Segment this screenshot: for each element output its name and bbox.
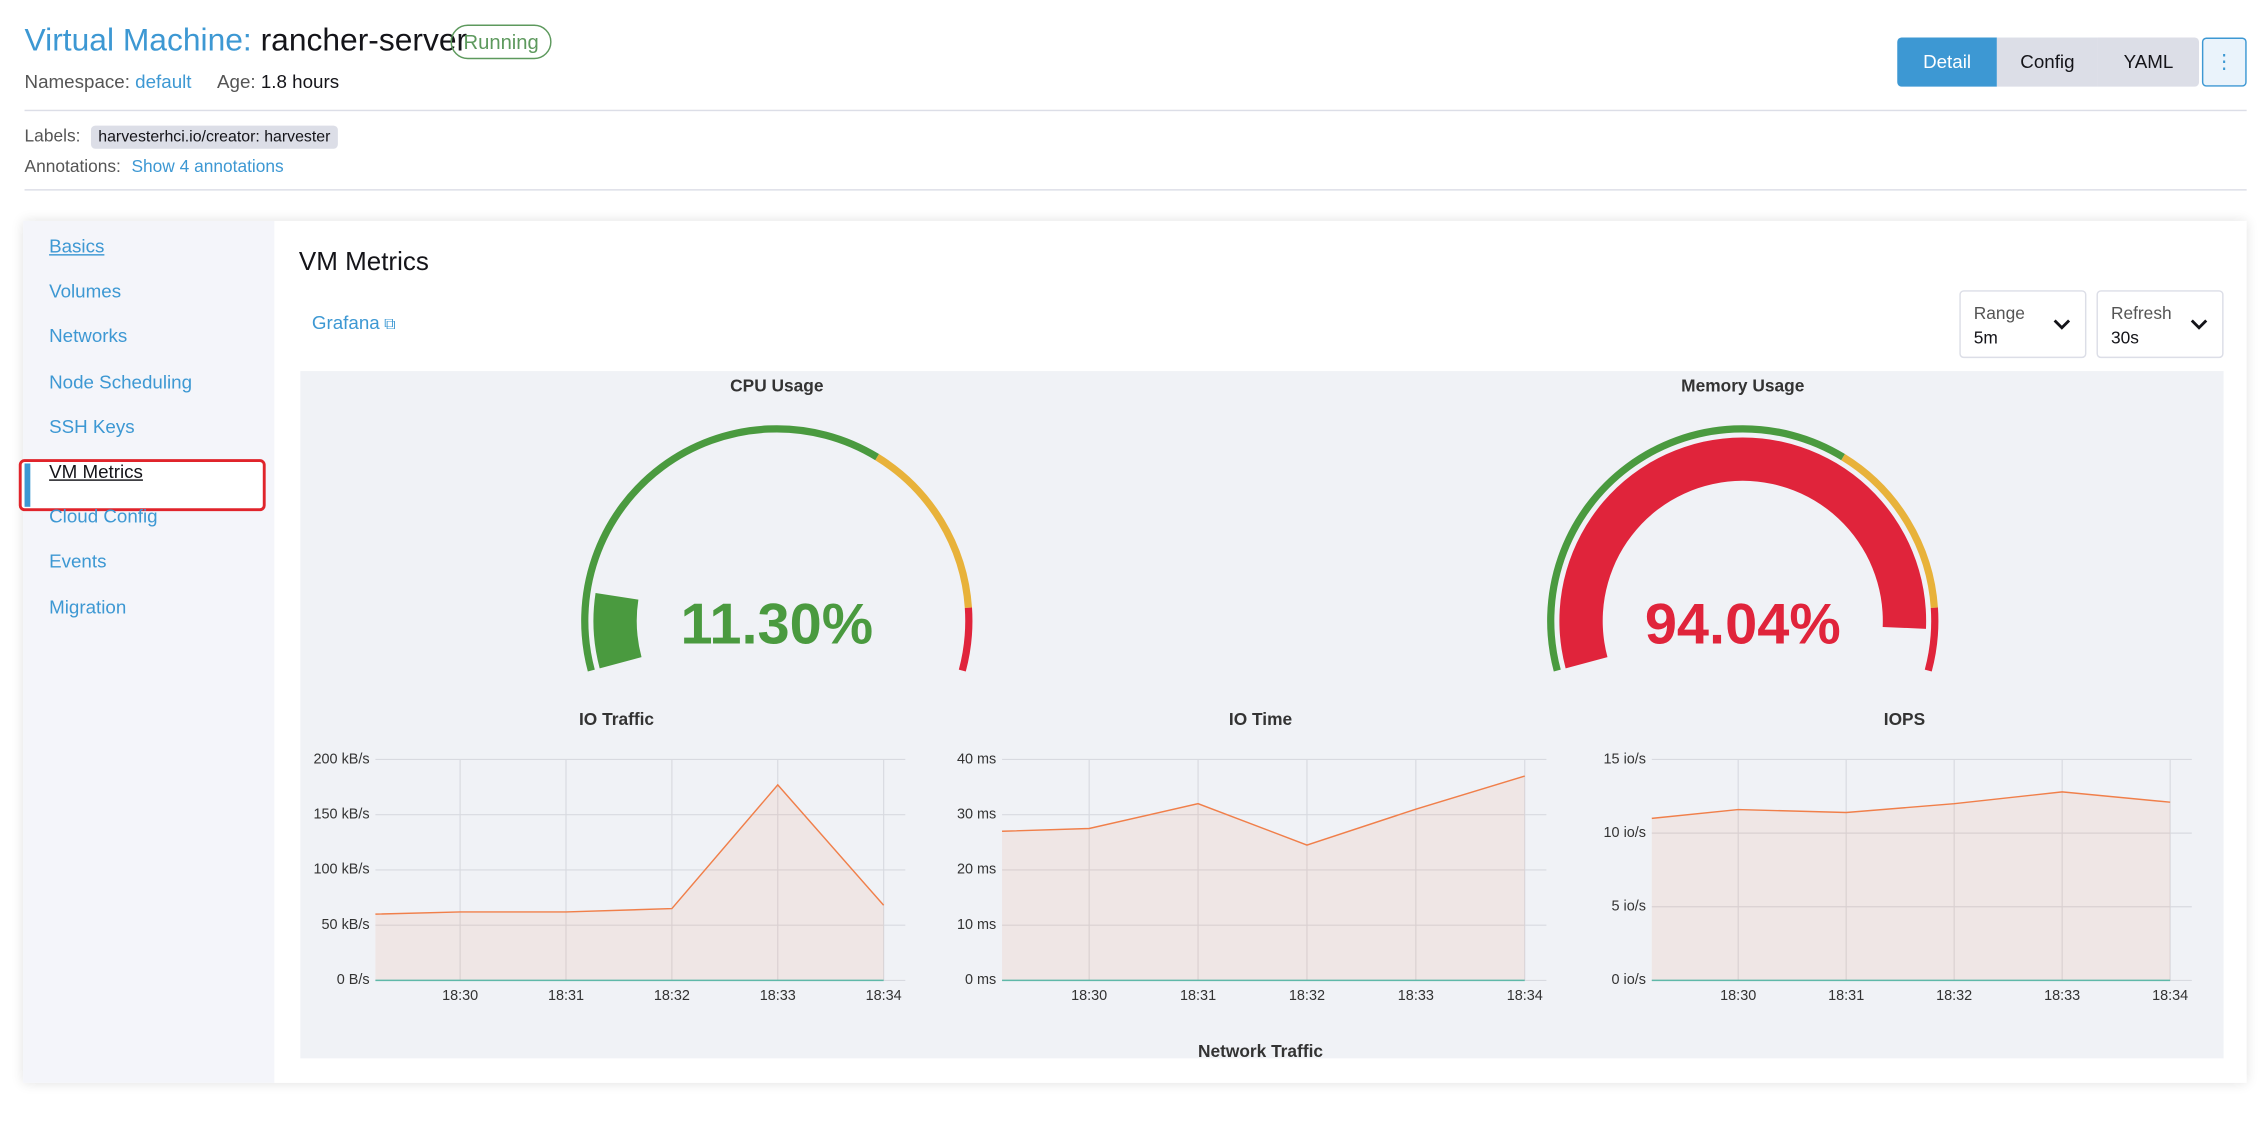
y-tick-label: 10 io/s bbox=[1604, 825, 1647, 841]
refresh-select[interactable]: Refresh 30s bbox=[2096, 290, 2224, 359]
y-tick-label: 50 kB/s bbox=[322, 917, 370, 933]
chart-title: IO Traffic bbox=[579, 709, 654, 729]
vm-name: rancher-server bbox=[260, 21, 468, 58]
tab[interactable]: Detail bbox=[1897, 37, 1997, 87]
tab[interactable]: Config bbox=[1996, 37, 2098, 87]
threshold-band bbox=[1924, 607, 1939, 672]
x-tick-label: 18:34 bbox=[2152, 988, 2188, 1004]
annotations-label: Annotations: bbox=[24, 155, 121, 177]
sidebar-item[interactable]: Migration bbox=[49, 595, 127, 618]
x-tick-label: 18:32 bbox=[1289, 988, 1325, 1004]
x-tick-label: 18:31 bbox=[548, 988, 584, 1004]
age: 1.8 hours bbox=[260, 70, 340, 93]
chart-title: IO Time bbox=[1229, 709, 1293, 729]
y-tick-label: 40 ms bbox=[957, 751, 996, 767]
y-tick-label: 0 B/s bbox=[337, 972, 370, 988]
sidebar bbox=[23, 220, 275, 1083]
range-select[interactable]: Range 5m bbox=[1959, 290, 2087, 359]
selected-outline bbox=[18, 459, 266, 512]
threshold-band bbox=[581, 425, 880, 672]
page-title: Virtual Machine: rancher-server bbox=[25, 22, 468, 60]
divider bbox=[24, 109, 2247, 112]
annotations-link[interactable]: Show 4 annotations bbox=[131, 155, 284, 177]
sidebar-item[interactable]: Cloud Config bbox=[49, 505, 158, 528]
labels-label: Labels: bbox=[24, 125, 81, 146]
selected-bar bbox=[24, 463, 31, 507]
metrics-title: VM Metrics bbox=[298, 246, 429, 276]
x-tick-label: 18:33 bbox=[1398, 988, 1434, 1004]
threshold-band bbox=[1841, 454, 1938, 609]
sidebar-item[interactable]: SSH Keys bbox=[49, 415, 135, 438]
divider bbox=[24, 189, 2247, 191]
x-tick-label: 18:33 bbox=[2044, 988, 2080, 1004]
x-tick-label: 18:30 bbox=[442, 988, 478, 1004]
y-tick-label: 0 ms bbox=[965, 972, 996, 988]
grafana-text[interactable]: Grafana bbox=[311, 311, 380, 334]
y-tick-label: 200 kB/s bbox=[314, 751, 370, 767]
line bbox=[375, 783, 885, 915]
range-label: Range bbox=[1973, 303, 2025, 324]
sidebar-item[interactable]: Volumes bbox=[49, 280, 122, 303]
sidebar-item[interactable]: Events bbox=[49, 550, 107, 573]
sidebar-item[interactable]: Basics bbox=[49, 235, 105, 258]
y-tick-label: 150 kB/s bbox=[314, 807, 370, 823]
chevron bbox=[2053, 319, 2071, 330]
status-badge: Running bbox=[450, 24, 552, 60]
gauge-value-label: 11.30% bbox=[680, 592, 873, 656]
panel-title: Network Traffic bbox=[1198, 1041, 1323, 1061]
namespace-link[interactable]: default bbox=[135, 70, 192, 93]
namespace-label: Namespace: bbox=[24, 70, 130, 93]
tab[interactable]: YAML bbox=[2097, 37, 2200, 87]
x-tick-label: 18:34 bbox=[866, 988, 902, 1004]
gauge-value bbox=[1559, 437, 1927, 669]
x-tick-label: 18:31 bbox=[1828, 988, 1864, 1004]
sidebar-item[interactable]: Networks bbox=[49, 325, 128, 348]
line bbox=[1651, 791, 2171, 820]
y-tick-label: 100 kB/s bbox=[314, 862, 370, 878]
dashboard-bg bbox=[300, 371, 2224, 1059]
refresh-label: Refresh bbox=[2110, 303, 2172, 324]
y-tick-label: 15 io/s bbox=[1604, 751, 1647, 767]
area bbox=[375, 784, 884, 981]
sidebar-item[interactable]: Node Scheduling bbox=[49, 370, 193, 393]
x-tick-label: 18:31 bbox=[1180, 988, 1216, 1004]
meta: Namespace: default Age: 1.8 hours bbox=[25, 71, 340, 93]
threshold-band bbox=[958, 607, 973, 672]
refresh-value: 30s bbox=[2110, 327, 2139, 348]
x-tick-label: 18:33 bbox=[760, 988, 796, 1004]
x-tick-label: 18:32 bbox=[1936, 988, 1972, 1004]
y-tick-label: 5 io/s bbox=[1612, 899, 1646, 915]
threshold-band bbox=[875, 454, 972, 609]
age-label: Age: bbox=[216, 70, 256, 93]
area bbox=[1651, 791, 2171, 981]
y-tick-label: 0 io/s bbox=[1612, 972, 1646, 988]
y-tick-label: 30 ms bbox=[957, 807, 996, 823]
more-button[interactable]: ⋮ bbox=[2201, 37, 2247, 87]
labels-row: Labels: harvesterhci.io/creator: harvest… bbox=[24, 125, 338, 149]
gauge-value bbox=[593, 593, 642, 669]
range-value: 5m bbox=[1973, 327, 1998, 348]
line bbox=[1002, 775, 1525, 846]
x-tick-label: 18:30 bbox=[1071, 988, 1107, 1004]
area bbox=[1002, 776, 1525, 981]
annotations-row: Annotations: Show 4 annotations bbox=[25, 156, 284, 176]
y-tick-label: 10 ms bbox=[957, 917, 996, 933]
sidebar-item[interactable]: VM Metrics bbox=[49, 460, 143, 483]
chevron bbox=[2190, 319, 2208, 330]
view-tabs: Detail Config YAML bbox=[1897, 37, 2200, 87]
gauge-value-label: 94.04% bbox=[1645, 592, 1841, 656]
threshold-band bbox=[1547, 425, 1845, 672]
title-prefix[interactable]: Virtual Machine: bbox=[24, 21, 252, 58]
x-tick-label: 18:32 bbox=[654, 988, 690, 1004]
grafana-link[interactable]: Grafana ⧉ bbox=[311, 311, 396, 334]
x-tick-label: 18:34 bbox=[1507, 988, 1543, 1004]
gauge-title: Memory Usage bbox=[1681, 376, 1805, 396]
label-tag: harvesterhci.io/creator: harvester bbox=[91, 125, 338, 149]
x-tick-label: 18:30 bbox=[1720, 988, 1756, 1004]
gauge-title: CPU Usage bbox=[730, 376, 824, 396]
chart-title: IOPS bbox=[1884, 709, 1925, 729]
y-tick-label: 20 ms bbox=[957, 862, 996, 878]
